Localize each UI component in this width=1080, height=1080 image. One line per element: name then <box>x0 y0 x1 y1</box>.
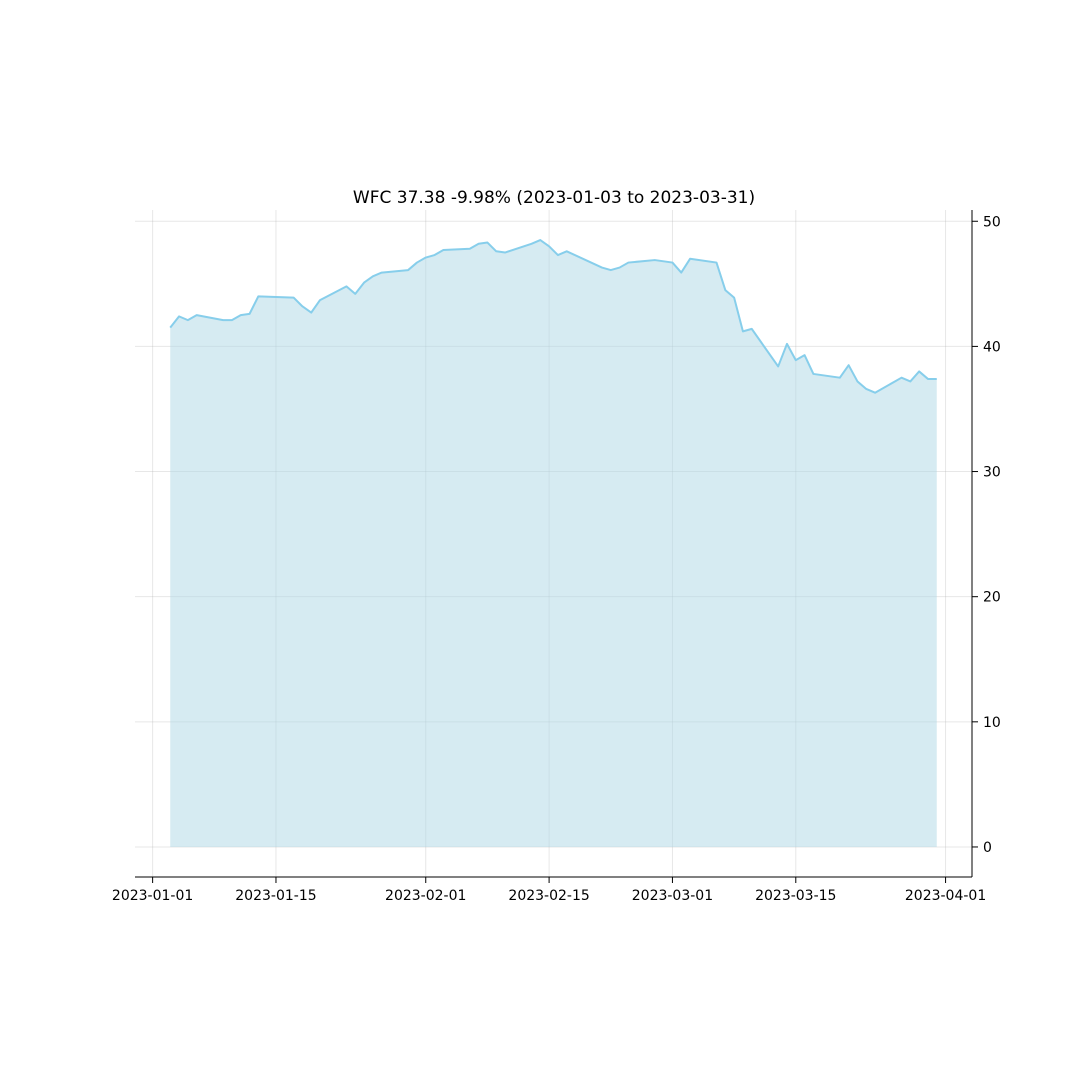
x-tick-label: 2023-03-15 <box>755 888 836 904</box>
y-axis-ticks: 0 10 20 30 40 50 <box>972 214 1001 856</box>
x-tick-label: 2023-01-01 <box>112 888 193 904</box>
x-tick-label: 2023-04-01 <box>905 888 986 904</box>
y-tick-label: 0 <box>983 840 992 856</box>
axes <box>135 210 973 878</box>
x-tick-label: 2023-02-01 <box>385 888 466 904</box>
x-tick-label: 2023-02-15 <box>508 888 589 904</box>
y-tick-label: 10 <box>983 715 1001 731</box>
price-area-fill <box>170 240 937 847</box>
y-tick-label: 20 <box>983 590 1001 606</box>
x-tick-label: 2023-03-01 <box>632 888 713 904</box>
x-axis-ticks: 2023-01-01 2023-01-15 2023-02-01 2023-02-15… <box>112 877 986 904</box>
y-tick-label: 50 <box>983 214 1001 230</box>
y-tick-label: 40 <box>983 339 1001 355</box>
chart-title: WFC 37.38 -9.98% (2023-01-03 to 2023-03-… <box>353 188 755 208</box>
price-line <box>169 239 937 394</box>
x-tick-label: 2023-01-15 <box>235 888 316 904</box>
y-tick-label: 30 <box>983 465 1001 481</box>
